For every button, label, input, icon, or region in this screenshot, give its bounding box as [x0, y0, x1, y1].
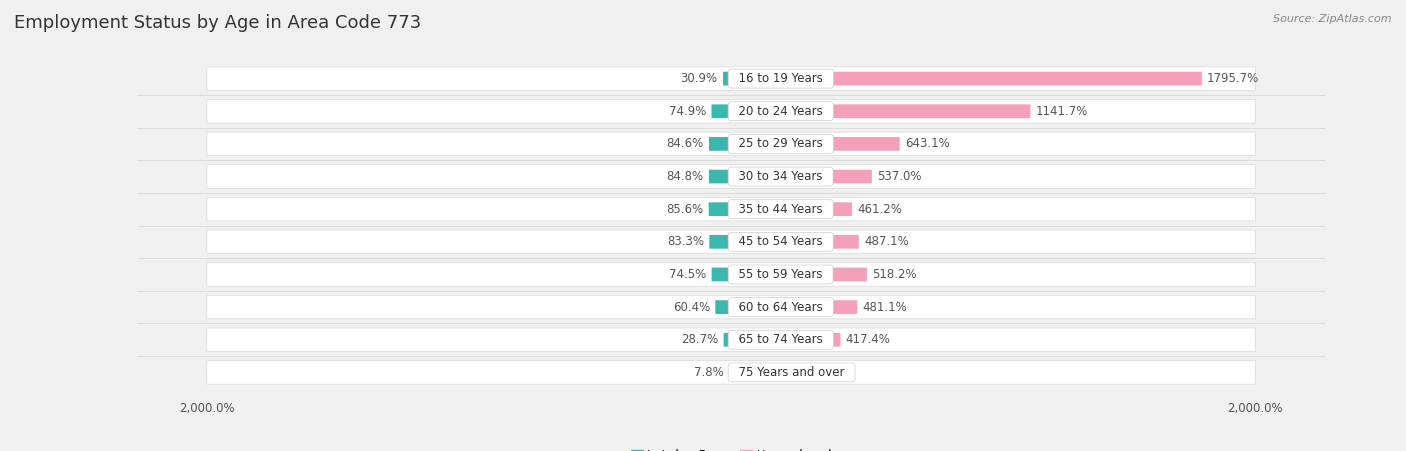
Text: 1795.7%: 1795.7%: [1208, 72, 1260, 85]
FancyBboxPatch shape: [731, 333, 841, 347]
FancyBboxPatch shape: [709, 235, 731, 249]
FancyBboxPatch shape: [207, 198, 1256, 221]
FancyBboxPatch shape: [207, 67, 1256, 90]
FancyBboxPatch shape: [207, 132, 1256, 156]
Text: 84.8%: 84.8%: [666, 170, 703, 183]
Text: 20 to 24 Years: 20 to 24 Years: [731, 105, 831, 118]
Text: 83.3%: 83.3%: [666, 235, 704, 249]
Text: 35 to 44 Years: 35 to 44 Years: [731, 202, 831, 216]
FancyBboxPatch shape: [730, 366, 731, 379]
FancyBboxPatch shape: [709, 202, 731, 216]
FancyBboxPatch shape: [724, 333, 731, 347]
FancyBboxPatch shape: [731, 300, 858, 314]
FancyBboxPatch shape: [731, 202, 852, 216]
Text: 55 to 59 Years: 55 to 59 Years: [731, 268, 830, 281]
Text: Employment Status by Age in Area Code 773: Employment Status by Age in Area Code 77…: [14, 14, 422, 32]
Text: 461.2%: 461.2%: [858, 202, 903, 216]
FancyBboxPatch shape: [207, 263, 1256, 286]
FancyBboxPatch shape: [731, 170, 872, 184]
Text: 74.5%: 74.5%: [669, 268, 706, 281]
FancyBboxPatch shape: [207, 165, 1256, 188]
FancyBboxPatch shape: [716, 300, 731, 314]
FancyBboxPatch shape: [731, 104, 1031, 118]
Text: 45 to 54 Years: 45 to 54 Years: [731, 235, 831, 249]
Text: 537.0%: 537.0%: [877, 170, 921, 183]
FancyBboxPatch shape: [709, 137, 731, 151]
Text: 65 to 74 Years: 65 to 74 Years: [731, 333, 831, 346]
FancyBboxPatch shape: [207, 328, 1256, 351]
FancyBboxPatch shape: [207, 295, 1256, 319]
Text: 417.4%: 417.4%: [846, 333, 890, 346]
FancyBboxPatch shape: [723, 72, 731, 85]
Text: 30.9%: 30.9%: [681, 72, 718, 85]
Text: Source: ZipAtlas.com: Source: ZipAtlas.com: [1274, 14, 1392, 23]
Text: 60 to 64 Years: 60 to 64 Years: [731, 301, 831, 313]
FancyBboxPatch shape: [731, 137, 900, 151]
Text: 75 Years and over: 75 Years and over: [731, 366, 852, 379]
Text: 25 to 29 Years: 25 to 29 Years: [731, 138, 831, 150]
Text: 481.1%: 481.1%: [862, 301, 907, 313]
FancyBboxPatch shape: [207, 100, 1256, 123]
Text: 74.9%: 74.9%: [669, 105, 706, 118]
Text: 643.1%: 643.1%: [905, 138, 949, 150]
FancyBboxPatch shape: [711, 267, 731, 281]
FancyBboxPatch shape: [731, 366, 806, 379]
Text: 28.7%: 28.7%: [681, 333, 718, 346]
Text: 30 to 34 Years: 30 to 34 Years: [731, 170, 830, 183]
Text: 60.4%: 60.4%: [673, 301, 710, 313]
Legend: In Labor Force, Unemployed: In Labor Force, Unemployed: [626, 444, 837, 451]
Text: 84.6%: 84.6%: [666, 138, 703, 150]
Text: 16 to 19 Years: 16 to 19 Years: [731, 72, 831, 85]
Text: 518.2%: 518.2%: [872, 268, 917, 281]
FancyBboxPatch shape: [731, 235, 859, 249]
FancyBboxPatch shape: [207, 230, 1256, 253]
FancyBboxPatch shape: [709, 170, 731, 184]
FancyBboxPatch shape: [731, 72, 1202, 85]
Text: 1141.7%: 1141.7%: [1036, 105, 1088, 118]
Text: 85.6%: 85.6%: [666, 202, 703, 216]
FancyBboxPatch shape: [711, 104, 731, 118]
FancyBboxPatch shape: [731, 267, 868, 281]
Text: 487.1%: 487.1%: [865, 235, 908, 249]
FancyBboxPatch shape: [207, 361, 1256, 384]
Text: 285.4%: 285.4%: [811, 366, 856, 379]
Text: 7.8%: 7.8%: [695, 366, 724, 379]
